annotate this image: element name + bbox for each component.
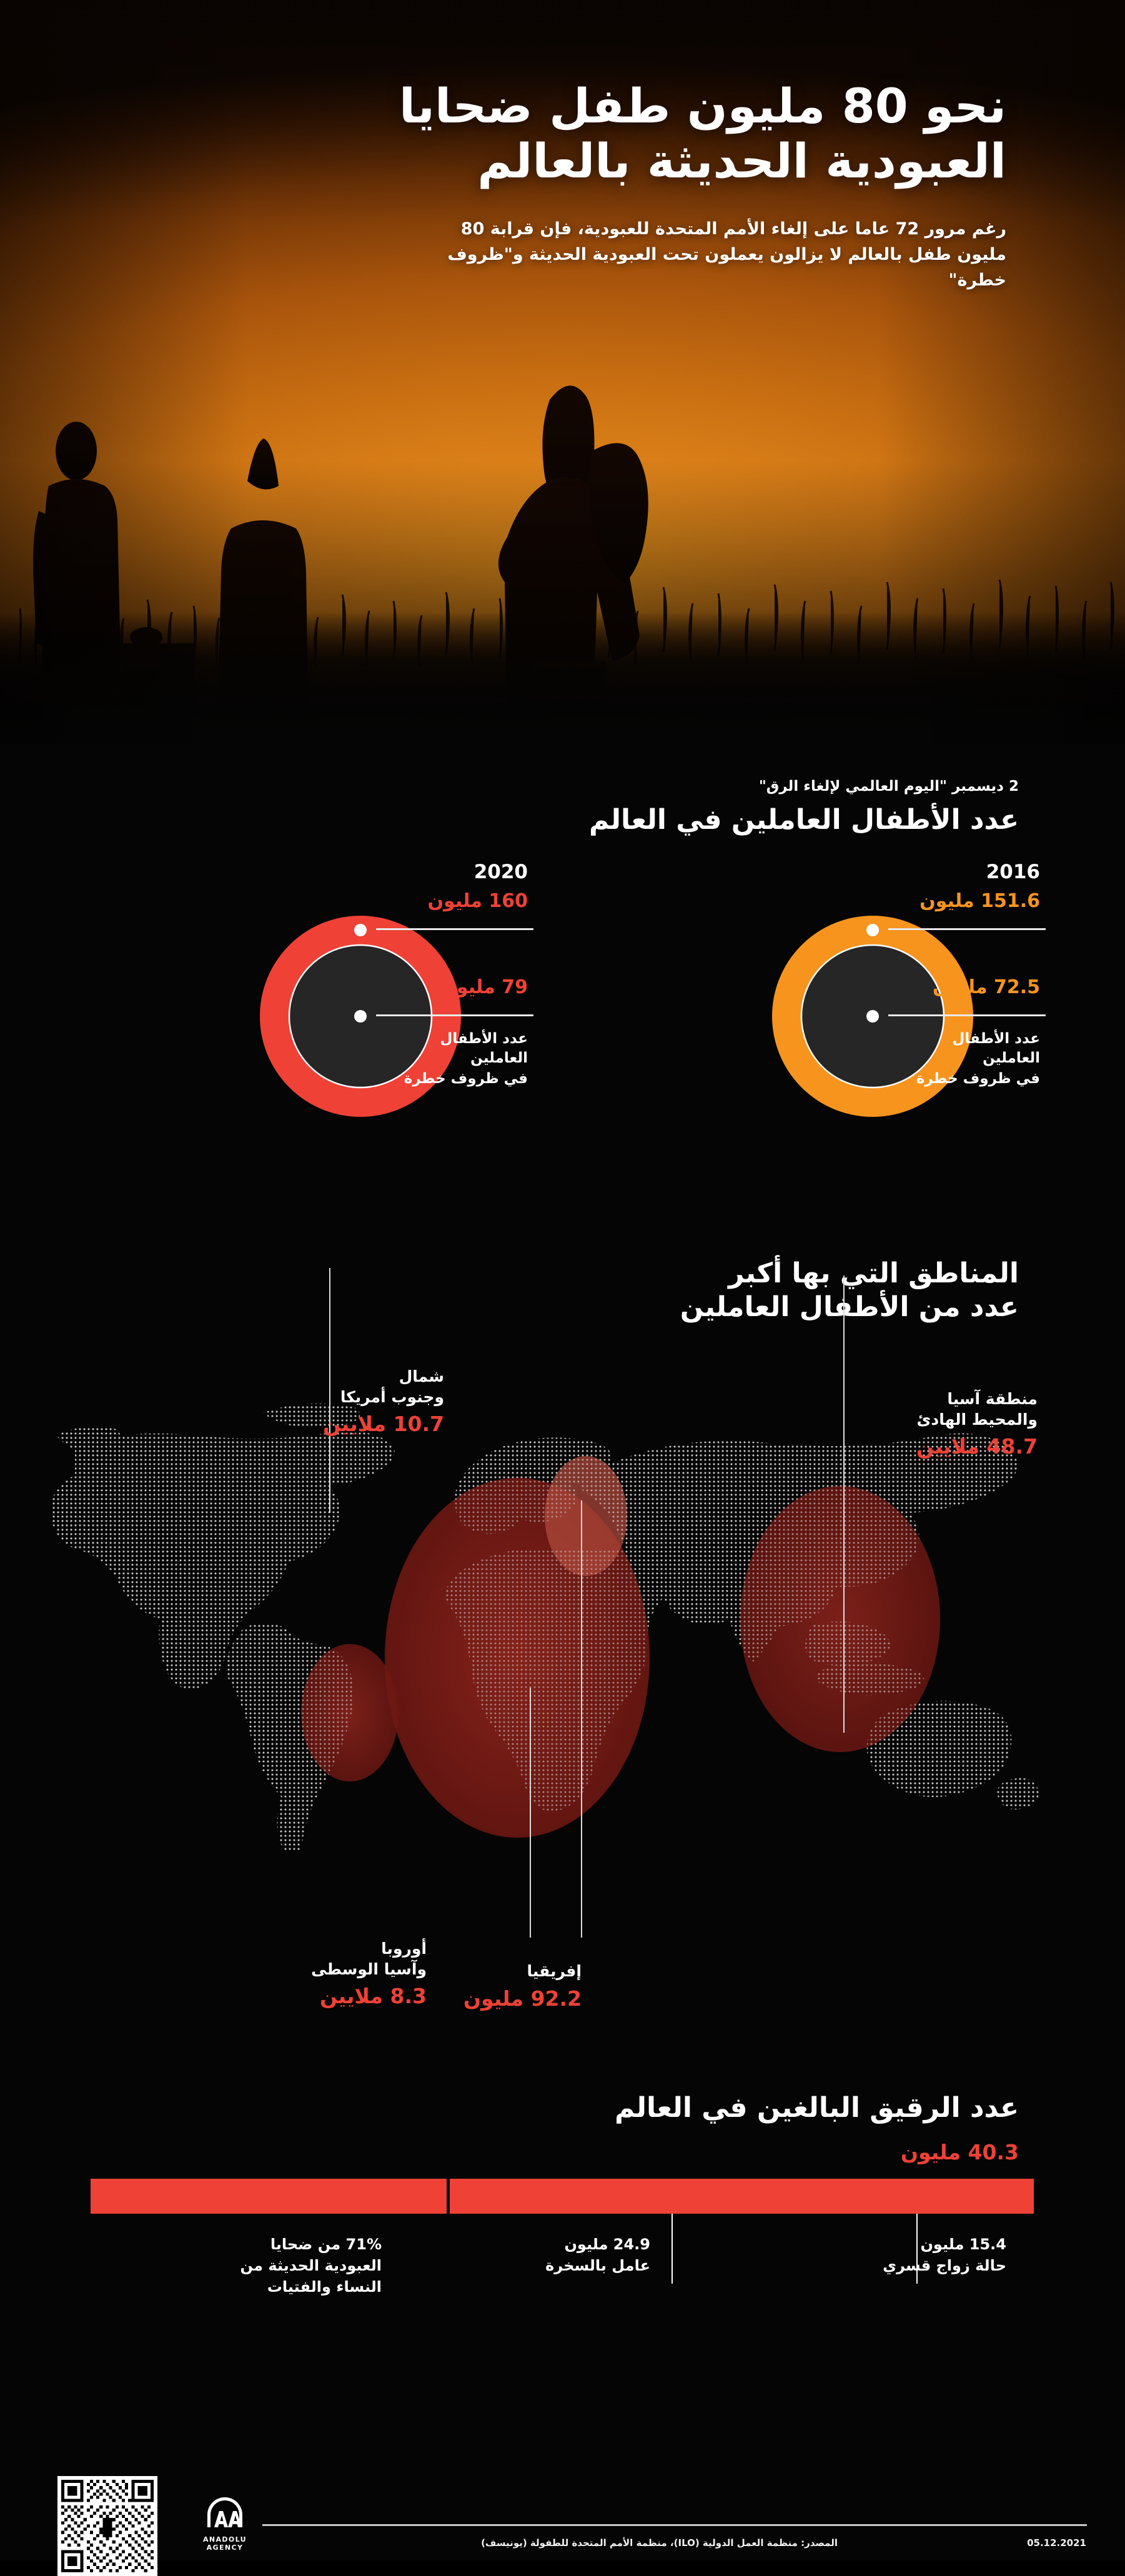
source-text: المصدر: منظمة العمل الدولية (ILO)، منظمة… (481, 2537, 838, 2549)
map-label-asia-pacific: منطقة آسيا والمحيط الهادئ 48.7 ملايين (831, 1389, 1038, 1459)
bar-note-women-girls: 71% من ضحايا العبودية الحديثة من النساء … (188, 2234, 382, 2297)
asia-label-value: 48.7 ملايين (916, 1434, 1038, 1459)
donut-section-title: عدد الأطفال العاملين في العالم (588, 804, 1019, 836)
forced-marriage-value: 15.4 مليون (920, 2236, 1006, 2253)
world-map (0, 1268, 1125, 2050)
donut-card-2020: 2020 160 مليون 79 مليون عدد الأطفال العا… (82, 861, 557, 1153)
europe-label-line1: أوروبا (381, 1939, 427, 1958)
forced-labour-value: 24.9 مليون (564, 2236, 650, 2253)
donut-2016-caption-line2: في ظروف خطرة (916, 1071, 1040, 1087)
donut-2020-year: 2020 (473, 861, 528, 883)
aa-monogram-icon (207, 2497, 242, 2527)
donut-chart-2016 (772, 916, 973, 1117)
publish-date: 05.12.2021 (1027, 2537, 1086, 2549)
women-note-line3: النساء والفتيات (267, 2278, 382, 2296)
forced-labour-caption: عامل بالسخرة (545, 2257, 650, 2275)
regions-map-section: المناطق التي بها أكبر عدد من الأطفال الع… (0, 1257, 1125, 2050)
anadolu-agency-logo: ANADOLU AGENCY (187, 2495, 262, 2552)
leader-line-2020-total (376, 928, 533, 930)
bar-segment-forced-labour (450, 2179, 1034, 2214)
donut-2020-total-value: 160 مليون (427, 890, 528, 912)
bar-label-forced-labour: 24.9 مليون عامل بالسخرة (482, 2234, 650, 2276)
map-label-americas: شمال وجنوب أمريكا 10.7 ملايين (257, 1367, 444, 1437)
europe-label-line2: وآسيا الوسطى (311, 1959, 427, 1978)
donut-2016-caption: عدد الأطفال العاملين في ظروف خطرة (890, 1023, 1040, 1089)
map-section-heading: المناطق التي بها أكبر عدد من الأطفال الع… (269, 1257, 1019, 1324)
world-map-dots (0, 1375, 1125, 1850)
qr-code[interactable] (57, 2476, 157, 2576)
donut-2020-markers (354, 924, 367, 1023)
donut-2016-inner-value: 72.5 مليون (933, 976, 1040, 998)
map-section-title-line1: المناطق التي بها أكبر (728, 1257, 1019, 1289)
stacked-bar (91, 2179, 1034, 2214)
map-label-africa: إفريقيا 92.2 مليون (425, 1961, 582, 2011)
africa-label-line1: إفريقيا (527, 1962, 582, 1980)
donut-chart-2020 (260, 916, 461, 1117)
leader-rule-europe (581, 1500, 582, 1938)
women-note-line1: 71% من ضحايا (270, 2236, 382, 2253)
leader-line-2016-inner (888, 1014, 1046, 1016)
donut-2020-caption-line2: في ظروف خطرة (404, 1071, 528, 1087)
donut-section-heading: 2 ديسمبر "اليوم العالمي لإلغاء الرق" عدد… (269, 778, 1019, 837)
africa-label-value: 92.2 مليون (463, 1986, 582, 2011)
child-labour-donut-section: 2 ديسمبر "اليوم العالمي لإلغاء الرق" عدد… (0, 778, 1125, 1241)
map-label-europe: أوروبا وآسيا الوسطى 8.3 ملايين (258, 1939, 427, 2009)
page-subtitle: رغم مرور 72 عاما على إلغاء الأمم المتحدة… (447, 219, 1006, 290)
bar-tick-forced-marriage (916, 2214, 918, 2284)
asia-label-line1: منطقة آسيا (947, 1390, 1038, 1408)
bar-section-title: عدد الرقيق البالغين في العالم (614, 2092, 1019, 2124)
footer-divider (262, 2524, 1087, 2526)
hero-text-block: نحو 80 مليون طفل ضحايا العبودية الحديثة … (344, 78, 1007, 293)
donut-2016-markers (866, 924, 879, 1023)
leader-rule-americas (329, 1268, 330, 1513)
donut-2016-year: 2016 (986, 861, 1040, 883)
agency-name: ANADOLU AGENCY (202, 2535, 247, 2552)
map-landmass-overlay (0, 1375, 1125, 1850)
map-section-title-line2: عدد من الأطفال العاملين (680, 1290, 1019, 1323)
donut-2020-inner-label: 79 مليون (378, 977, 528, 998)
donut-card-2016: 2016 151.6 مليون 72.5 مليون عدد الأطفال … (594, 861, 1069, 1153)
donut-2020-total-label: 2020 160 مليون (378, 861, 528, 911)
donut-2020-caption-line1: عدد الأطفال العاملين (440, 1031, 528, 1067)
footer: ANADOLU AGENCY المصدر: منظمة العمل الدول… (0, 2436, 1125, 2576)
bar-divider (447, 2179, 450, 2214)
leader-rule-africa (530, 1688, 531, 1938)
leader-line-2016-total (888, 928, 1046, 930)
donut-2020-caption: عدد الأطفال العاملين في ظروف خطرة (378, 1023, 528, 1089)
page-title: نحو 80 مليون طفل ضحايا العبودية الحديثة … (399, 78, 1007, 189)
abolition-day-eyebrow: 2 ديسمبر "اليوم العالمي لإلغاء الرق" (758, 778, 1019, 795)
donut-2016-inner-label: 72.5 مليون (890, 977, 1040, 998)
donut-2020-inner-value: 79 مليون (440, 976, 528, 998)
americas-label-line1: شمال (399, 1367, 444, 1385)
leader-rule-asia (843, 1276, 845, 1733)
donut-2016-caption-line1: عدد الأطفال العاملين (952, 1031, 1040, 1067)
asia-label-line2: والمحيط الهادئ (916, 1410, 1038, 1429)
europe-label-value: 8.3 ملايين (319, 1984, 427, 2008)
donut-2016-total-label: 2016 151.6 مليون (890, 861, 1040, 911)
bar-total-value: 40.3 مليون (900, 2140, 1019, 2164)
forced-marriage-caption: حالة زواج قسري (883, 2257, 1006, 2275)
americas-label-value: 10.7 ملايين (323, 1412, 444, 1436)
bar-label-forced-marriage: 15.4 مليون حالة زواج قسري (838, 2234, 1006, 2276)
hero-vignette (0, 0, 1125, 743)
bar-segment-forced-marriage (91, 2179, 447, 2214)
leader-line-2020-inner (376, 1014, 533, 1016)
bar-section-heading: عدد الرقيق البالغين في العالم (269, 2091, 1019, 2125)
donut-2016-total-value: 151.6 مليون (919, 890, 1040, 912)
women-note-line2: العبودية الحديثة من (240, 2257, 382, 2275)
americas-label-line2: وجنوب أمريكا (340, 1387, 444, 1406)
bar-tick-forced-labour (672, 2214, 673, 2284)
adult-slavery-bar-section: عدد الرقيق البالغين في العالم 40.3 مليون… (0, 2091, 1125, 2441)
hero-section: نحو 80 مليون طفل ضحايا العبودية الحديثة … (0, 0, 1125, 743)
